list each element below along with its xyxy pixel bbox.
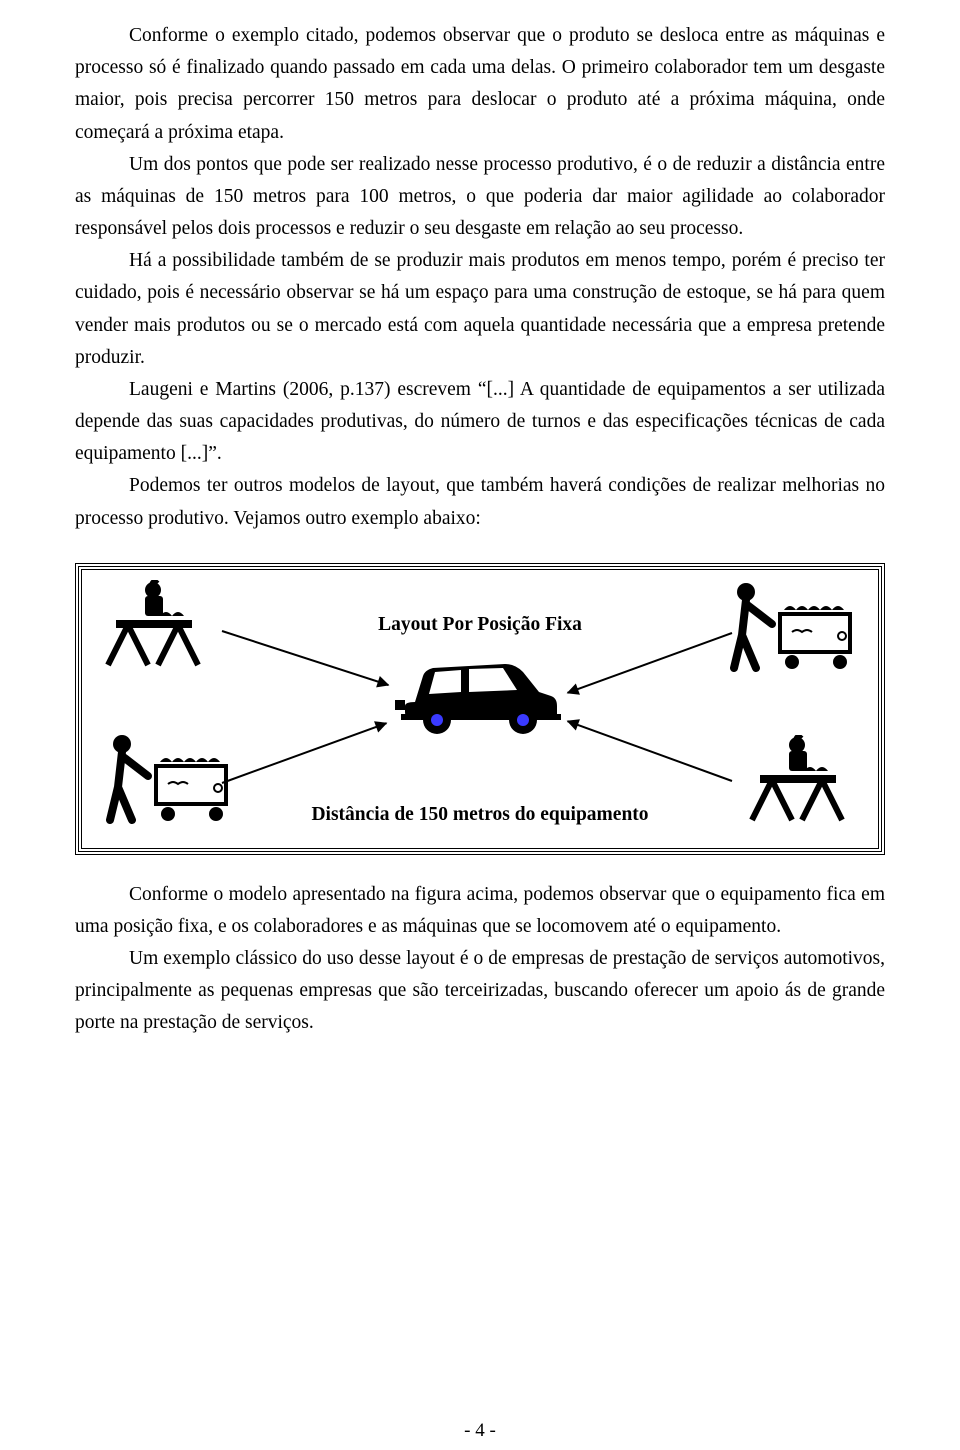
paragraph-4: Laugeni e Martins (2006, p.137) escrevem… — [75, 374, 885, 471]
arrow-icon — [567, 632, 732, 694]
diagram-frame-inner: Layout Por Posição Fixa — [81, 569, 879, 849]
diagram-caption: Distância de 150 metros do equipamento — [311, 804, 648, 826]
paragraph-3: Há a possibilidade também de se produzir… — [75, 245, 885, 374]
diagram-frame-outer: Layout Por Posição Fixa — [75, 563, 885, 855]
diagram-title: Layout Por Posição Fixa — [378, 614, 582, 636]
arrow-icon — [222, 722, 387, 784]
worker-cart-icon — [98, 732, 238, 832]
paragraph-2: Um dos pontos que pode ser realizado nes… — [75, 149, 885, 246]
paragraph-5: Podemos ter outros modelos de layout, qu… — [75, 470, 885, 534]
worker-cart-icon — [722, 580, 862, 680]
paragraph-7: Um exemplo clássico do uso desse layout … — [75, 943, 885, 1040]
worker-table-icon — [98, 580, 218, 675]
car-icon — [395, 642, 565, 742]
page-number: - 4 - — [464, 1420, 496, 1442]
arrow-icon — [222, 630, 389, 686]
paragraph-1: Conforme o exemplo citado, podemos obser… — [75, 20, 885, 149]
paragraph-6: Conforme o modelo apresentado na figura … — [75, 879, 885, 943]
arrow-icon — [567, 720, 732, 782]
worker-table-icon — [742, 735, 862, 830]
